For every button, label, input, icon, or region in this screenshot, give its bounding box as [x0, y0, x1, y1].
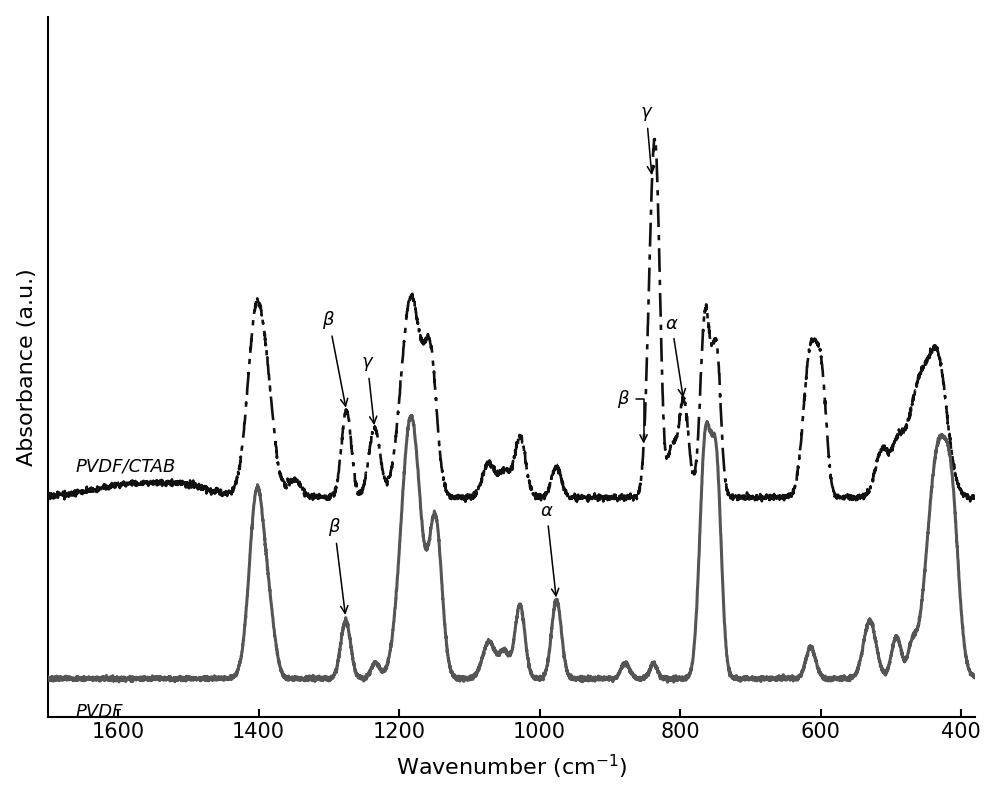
- X-axis label: Wavenumber (cm$^{-1}$): Wavenumber (cm$^{-1}$): [396, 753, 627, 781]
- Text: PVDF/CTAB: PVDF/CTAB: [76, 458, 176, 476]
- Y-axis label: Absorbance (a.u.): Absorbance (a.u.): [17, 268, 37, 466]
- Text: $\beta$: $\beta$: [328, 516, 348, 613]
- Text: $\gamma$: $\gamma$: [361, 355, 377, 424]
- Text: $\gamma$: $\gamma$: [640, 105, 655, 173]
- Text: $\beta$: $\beta$: [617, 388, 647, 442]
- Text: PVDF: PVDF: [76, 703, 123, 721]
- Text: $\alpha$: $\alpha$: [540, 503, 559, 596]
- Text: $\alpha$: $\alpha$: [665, 315, 685, 396]
- Text: $\beta$: $\beta$: [322, 309, 348, 406]
